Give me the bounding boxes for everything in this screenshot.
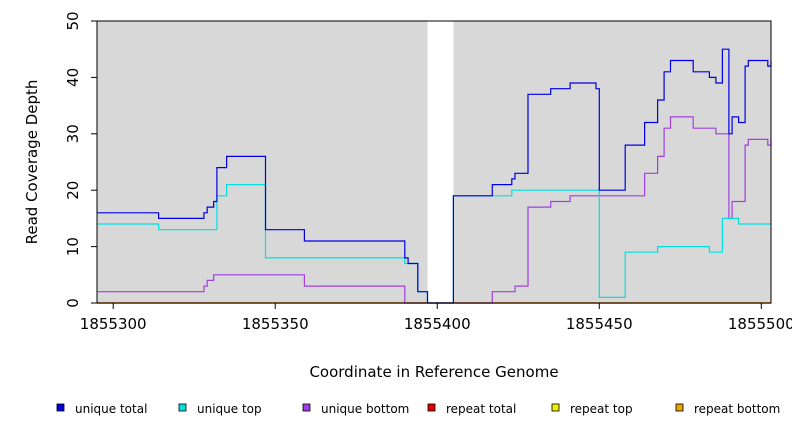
legend-label: repeat bottom [694,402,780,416]
y-tick-label: 20 [64,181,82,200]
y-tick-label: 0 [64,298,82,308]
legend-swatch [551,403,560,412]
legend-label: repeat top [570,402,633,416]
legend: unique total unique top unique bottom repea… [56,402,780,416]
legend-label: repeat total [446,402,516,416]
legend-swatch [302,403,311,412]
x-axis: 1855300 1855350 1855400 1855450 1855500 [80,303,792,333]
uncovered-gap [427,21,454,303]
y-tick-label: 10 [64,237,82,256]
legend-label: unique top [197,402,262,416]
legend-swatch [427,403,436,412]
x-axis-label: Coordinate in Reference Genome [309,363,558,381]
legend-swatch [675,403,684,412]
legend-swatch [56,403,65,412]
x-tick-label: 1855450 [566,315,633,333]
plot-border [96,20,772,304]
y-tick-label: 50 [64,11,82,30]
x-tick-label: 1855350 [242,315,309,333]
legend-label: unique bottom [321,402,409,416]
x-tick-label: 1855500 [728,315,792,333]
series-line-unique-total [97,48,772,304]
legend-label: unique total [75,402,147,416]
series-line-unique-bottom [97,116,772,304]
y-tick-label: 30 [64,124,82,143]
x-tick-label: 1855400 [404,315,471,333]
y-tick-label: 40 [64,68,82,87]
legend-swatch [178,403,187,412]
x-tick-label: 1855300 [80,315,147,333]
y-axis-label: Read Coverage Depth [23,80,41,245]
y-axis: 0 10 20 30 40 50 [64,11,97,308]
